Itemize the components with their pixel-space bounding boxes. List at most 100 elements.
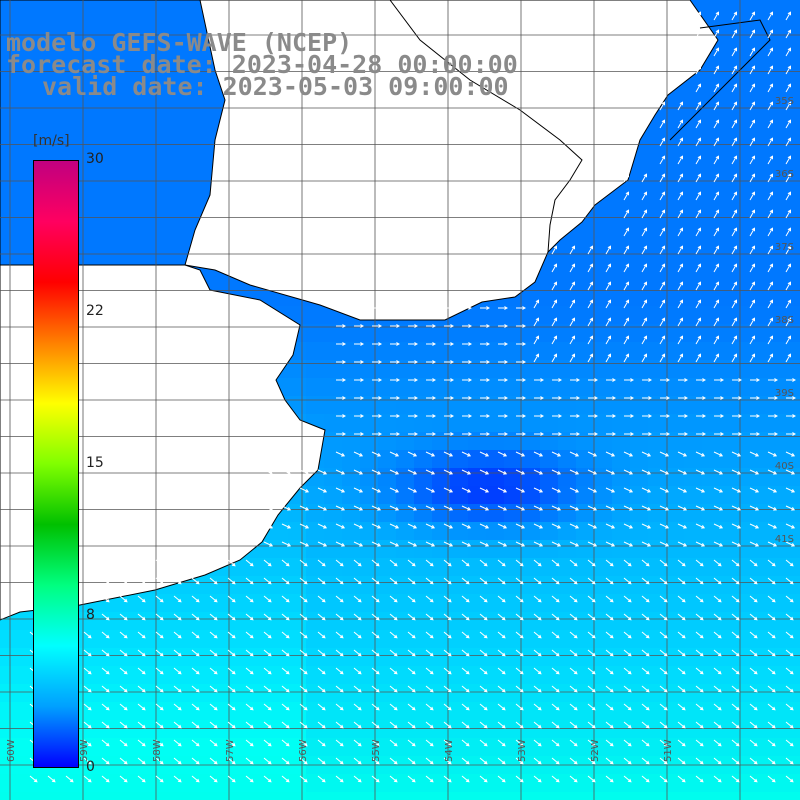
wind-arrow <box>353 703 362 711</box>
wind-cell <box>738 558 756 576</box>
wind-arrow <box>497 487 508 493</box>
wind-cell <box>702 306 720 324</box>
wind-arrow <box>677 613 686 621</box>
wind-arrow <box>695 523 706 529</box>
wind-cell <box>774 648 792 666</box>
wind-cell <box>450 468 468 486</box>
wind-cell <box>0 792 18 800</box>
wind-cell <box>252 594 270 612</box>
wind-arrow <box>497 595 506 603</box>
wind-cell <box>756 378 774 396</box>
wind-cell <box>540 378 558 396</box>
wind-cell <box>648 594 666 612</box>
wind-arrow <box>533 487 544 493</box>
wind-arrow <box>732 378 742 382</box>
wind-arrow <box>695 209 701 219</box>
wind-cell <box>198 738 216 756</box>
wind-cell <box>738 108 756 126</box>
wind-arrow <box>785 29 791 39</box>
wind-cell <box>774 162 792 180</box>
wind-cell <box>36 54 54 72</box>
wind-arrow <box>731 245 737 255</box>
wind-arrow <box>372 306 382 310</box>
wind-cell <box>180 774 198 792</box>
wind-cell <box>792 108 800 126</box>
wind-cell <box>576 738 594 756</box>
wind-cell <box>162 234 180 252</box>
wind-arrow <box>245 631 254 639</box>
wind-cell <box>684 576 702 594</box>
wind-cell <box>558 486 576 504</box>
wind-arrow <box>713 155 719 165</box>
wind-cell <box>90 792 108 800</box>
wind-arrow <box>515 685 524 693</box>
wind-arrow <box>426 306 436 310</box>
wind-arrow <box>749 101 755 111</box>
wind-cell <box>342 774 360 792</box>
wind-arrow <box>785 119 791 129</box>
wind-cell <box>522 450 540 468</box>
wind-arrow <box>569 757 578 765</box>
wind-cell <box>630 576 648 594</box>
wind-arrow <box>281 703 290 711</box>
wind-cell <box>774 360 792 378</box>
wind-arrow <box>695 595 704 603</box>
lon-label: 59W <box>79 739 90 762</box>
wind-arrow <box>263 667 272 675</box>
wind-arrow <box>785 505 796 511</box>
wind-arrow <box>173 703 182 711</box>
wind-arrow <box>354 360 364 364</box>
wind-arrow <box>785 209 791 219</box>
wind-cell <box>756 144 774 162</box>
wind-cell <box>702 162 720 180</box>
wind-arrow <box>732 432 742 436</box>
wind-cell <box>540 774 558 792</box>
wind-cell <box>342 522 360 540</box>
wind-arrow <box>552 414 562 418</box>
wind-arrow <box>605 299 611 309</box>
wind-cell <box>576 288 594 306</box>
wind-arrow <box>623 335 629 345</box>
wind-cell <box>558 738 576 756</box>
wind-cell <box>648 414 666 432</box>
wind-arrow <box>209 667 218 675</box>
wind-arrow <box>209 577 218 585</box>
wind-cell <box>306 666 324 684</box>
wind-cell <box>630 468 648 486</box>
wind-arrow <box>785 541 796 547</box>
wind-cell <box>468 792 486 800</box>
wind-cell <box>468 702 486 720</box>
wind-arrow <box>515 631 524 639</box>
wind-arrow <box>336 342 346 346</box>
wind-cell <box>144 72 162 90</box>
wind-cell <box>360 738 378 756</box>
wind-arrow <box>785 47 791 57</box>
wind-cell <box>414 558 432 576</box>
wind-arrow <box>426 324 436 328</box>
wind-arrow <box>461 757 470 765</box>
wind-arrow <box>551 739 560 747</box>
wind-arrow <box>713 541 724 547</box>
wind-arrow <box>227 595 236 603</box>
wind-arrow <box>569 703 578 711</box>
wind-arrow <box>659 451 670 457</box>
wind-arrow <box>714 396 724 400</box>
wind-arrow <box>641 209 647 219</box>
wind-arrow <box>407 469 418 475</box>
wind-arrow <box>299 667 308 675</box>
wind-arrow <box>137 775 146 783</box>
wind-arrow <box>785 523 796 529</box>
wind-arrow <box>713 263 719 273</box>
wind-cell <box>180 90 198 108</box>
wind-cell <box>540 648 558 666</box>
wind-arrow <box>533 577 542 585</box>
wind-arrow <box>749 209 755 219</box>
wind-arrow <box>785 299 791 309</box>
wind-cell <box>324 720 342 738</box>
wind-arrow <box>749 335 755 345</box>
wind-arrow <box>696 432 706 436</box>
wind-arrow <box>785 775 794 783</box>
wind-cell <box>666 378 684 396</box>
wind-cell <box>756 774 774 792</box>
wind-cell <box>576 792 594 800</box>
